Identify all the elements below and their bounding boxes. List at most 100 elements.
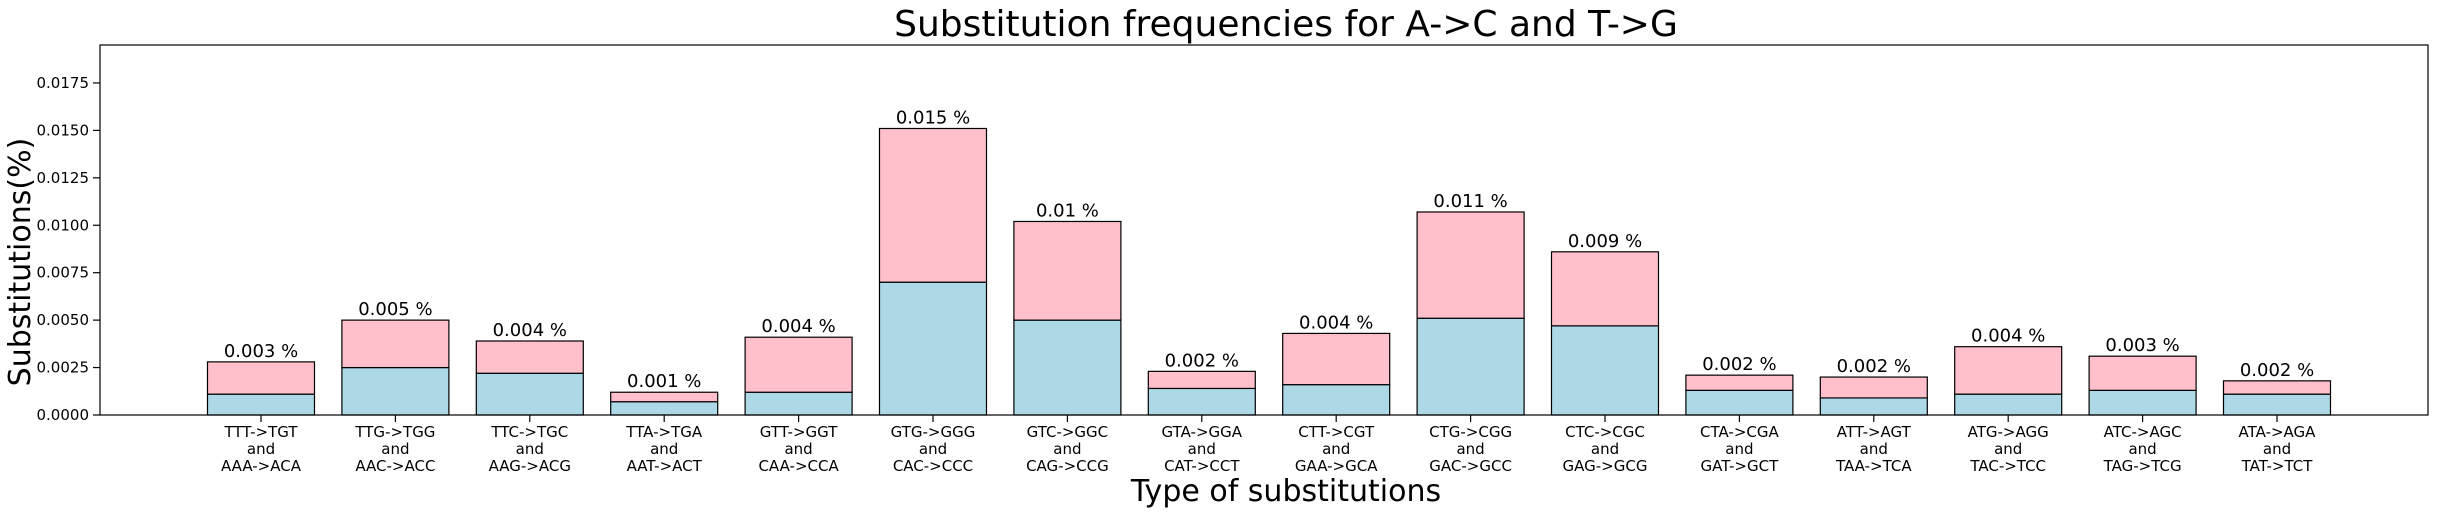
x-tick-label: GAT->GCT [1701, 457, 1780, 475]
bar-segment-series-2 [206, 361, 316, 395]
y-tick-label: 0.0050 [37, 311, 90, 329]
bar-segment-series-2 [1954, 346, 2063, 395]
x-axis-label: Type of substitutions [1130, 474, 1441, 509]
x-tick-label: GTG->GGG [891, 423, 976, 441]
x-tick-label: and [784, 440, 812, 458]
bar-data-label: 0.004 % [1299, 312, 1373, 333]
x-tick-label: and [650, 440, 678, 458]
x-tick-label: and [1456, 440, 1484, 458]
x-tick-label: and [1725, 440, 1753, 458]
x-tick-label: CAG->CCG [1026, 457, 1109, 475]
bar-segment-series-2 [2222, 380, 2332, 395]
y-tick-label: 0.0075 [37, 264, 90, 282]
x-tick-label: and [1322, 440, 1350, 458]
x-tick-label: TTA->TGA [625, 423, 703, 441]
y-axis: 0.0000 0.0025 0.0050 0.0075 0.0100 0.0125 0.01… [37, 74, 100, 424]
bar-segment-series-2 [1013, 220, 1122, 321]
bar-segment-series-2 [341, 319, 450, 369]
x-tick-label: AAG->ACG [489, 457, 571, 475]
x-tick-label: and [1860, 440, 1888, 458]
bar-segment-series-2 [878, 127, 988, 283]
y-axis-label: Substitutions(%) [3, 138, 38, 387]
x-tick-label: AAC->ACC [355, 457, 435, 475]
bar-data-label: 0.004 % [761, 316, 835, 337]
x-tick-label: and [1188, 440, 1216, 458]
y-tick-label: 0.0175 [37, 74, 90, 92]
x-tick-label: and [919, 440, 947, 458]
bar-segment-series-1 [744, 391, 853, 416]
x-tick-label: CAA->CCA [758, 457, 839, 475]
bar-segment-series-2 [1147, 370, 1256, 390]
bar-segment-series-1 [1282, 384, 1391, 416]
x-tick-label: and [1053, 440, 1081, 458]
x-tick-label: and [516, 440, 544, 458]
bar-data-label: 0.001 % [627, 371, 701, 392]
x-tick-label: and [1994, 440, 2022, 458]
bar-segment-series-2 [610, 391, 719, 403]
x-tick-label: CAC->CCC [893, 457, 973, 475]
bar-data-label: 0.015 % [896, 107, 970, 128]
x-tick-label: GAG->GCG [1563, 457, 1648, 475]
x-tick-label: and [2128, 440, 2156, 458]
bar-segment-series-1 [475, 372, 584, 416]
bar-segment-series-2 [1685, 374, 1794, 391]
bar-data-label: 0.004 % [1971, 326, 2045, 347]
bar-data-label: 0.011 % [1433, 191, 1507, 212]
bar-segment-series-1 [1550, 325, 1660, 416]
bar-data-label: 0.002 % [1837, 356, 1911, 377]
chart-title: Substitution frequencies for A->C and T-… [894, 4, 1678, 45]
plot-area-frame [99, 44, 2429, 416]
bar-segment-series-1 [1147, 387, 1256, 416]
bar-data-label: 0.003 % [2105, 335, 2179, 356]
y-tick-label: 0.0150 [37, 121, 90, 139]
x-axis: TTT->TGTandAAA->ACATTG->TGGandAAC->ACCTT… [221, 415, 2316, 475]
x-tick-label: CTC->CGC [1565, 423, 1645, 441]
bar-segment-series-1 [1013, 319, 1122, 416]
bar-data-label: 0.002 % [1165, 350, 1239, 371]
x-tick-label: GTC->GGC [1027, 423, 1109, 441]
bar-data-label: 0.002 % [2240, 360, 2314, 381]
x-tick-label: GTA->GGA [1162, 423, 1243, 441]
bar-segment-series-2 [1819, 376, 1928, 399]
x-tick-label: TAT->TCT [2241, 457, 2314, 475]
x-tick-label: and [2263, 440, 2291, 458]
bar-segment-series-1 [2088, 389, 2197, 416]
bar-segment-series-1 [341, 366, 450, 416]
bar-data-label: 0.002 % [1702, 354, 1776, 375]
x-tick-label: CTG->CGG [1429, 423, 1512, 441]
bars-group [206, 127, 2332, 416]
bar-data-label: 0.01 % [1036, 200, 1099, 221]
x-tick-label: TTC->TGC [490, 423, 568, 441]
bar-segment-series-1 [1954, 393, 2063, 416]
x-tick-label: ATT->AGT [1837, 423, 1912, 441]
bar-data-label: 0.004 % [493, 320, 567, 341]
x-tick-label: AAT->ACT [627, 457, 703, 475]
data-labels-group: 0.003 % 0.005 % 0.004 % 0.001 % 0.004 % 0.015… [224, 107, 2314, 392]
bar-data-label: 0.009 % [1568, 231, 1642, 252]
bar-segment-series-1 [1685, 389, 1794, 416]
bar-segment-series-2 [475, 340, 584, 374]
x-tick-label: CTT->CGT [1298, 423, 1375, 441]
bar-segment-series-2 [1282, 332, 1391, 386]
bar-segment-series-1 [2222, 393, 2332, 416]
x-tick-label: GAC->GCC [1429, 457, 1512, 475]
bar-data-label: 0.005 % [358, 299, 432, 320]
bar-segment-series-2 [2088, 355, 2197, 391]
bar-segment-series-2 [1416, 211, 1525, 319]
x-tick-label: CTA->CGA [1700, 423, 1779, 441]
bar-segment-series-1 [206, 393, 316, 416]
x-tick-label: TTT->TGT [224, 423, 299, 441]
y-tick-label: 0.0125 [37, 169, 90, 187]
x-tick-label: TTG->TGG [354, 423, 435, 441]
y-tick-label: 0.0100 [37, 216, 90, 234]
bar-data-label: 0.003 % [224, 341, 298, 362]
bar-segment-series-2 [1550, 251, 1660, 327]
x-tick-label: GTT->GGT [760, 423, 838, 441]
bar-segment-series-2 [744, 336, 853, 393]
y-tick-label: 0.0025 [37, 359, 90, 377]
x-tick-label: AAA->ACA [221, 457, 302, 475]
x-tick-label: GAA->GCA [1295, 457, 1378, 475]
x-tick-label: and [381, 440, 409, 458]
x-tick-label: ATG->AGG [1968, 423, 2049, 441]
